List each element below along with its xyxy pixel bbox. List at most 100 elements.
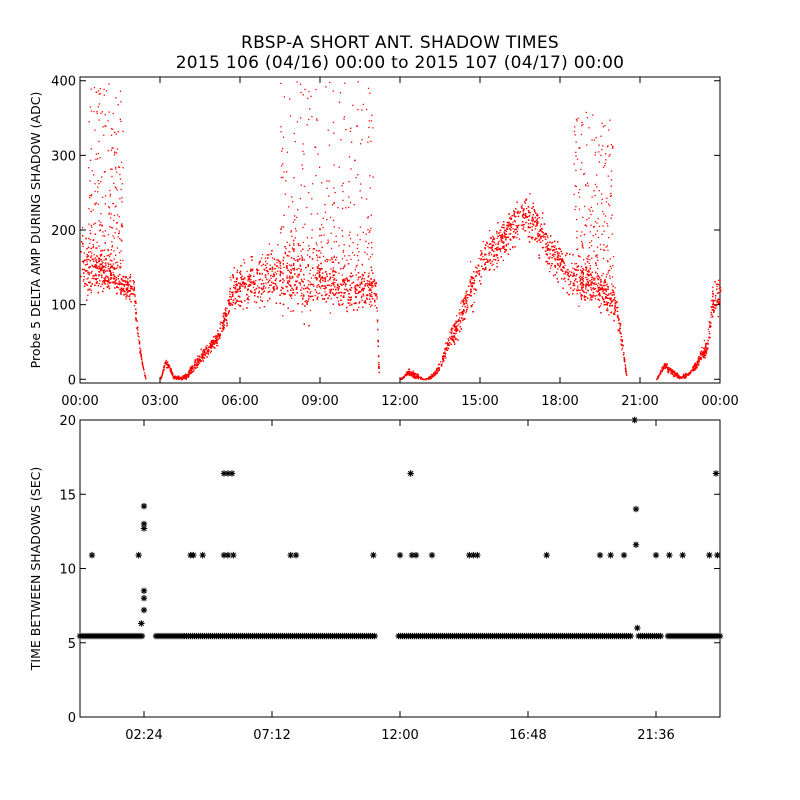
data-point (353, 302, 355, 305)
data-point (593, 283, 595, 285)
data-point (98, 274, 101, 276)
data-point (503, 245, 505, 247)
data-point (467, 306, 469, 308)
data-point (531, 238, 533, 240)
data-point (698, 364, 700, 366)
data-point (613, 312, 615, 314)
data-point (579, 292, 581, 294)
data-point (488, 243, 490, 246)
data-point (313, 285, 315, 287)
data-point (605, 303, 608, 306)
data-point (100, 250, 102, 252)
data-point (299, 244, 301, 247)
data-point (582, 277, 584, 279)
data-point (319, 269, 321, 271)
data-point (496, 231, 498, 233)
data-point (461, 305, 464, 307)
data-point (102, 281, 104, 283)
data-point (547, 242, 549, 244)
data-point (554, 274, 556, 276)
data-point (376, 321, 379, 323)
data-point (278, 267, 280, 269)
data-point (570, 274, 572, 276)
data-point (596, 290, 598, 292)
data-point (492, 235, 494, 237)
data-point (601, 289, 603, 291)
data-point (241, 285, 243, 287)
data-point (557, 248, 560, 250)
data-point (274, 271, 276, 273)
data-point (196, 366, 198, 368)
data-point (328, 289, 331, 291)
data-point (201, 358, 204, 360)
data-point (359, 282, 361, 284)
data-point (235, 292, 237, 294)
x-tick-label: 09:00 (301, 394, 338, 409)
data-point (549, 256, 551, 258)
data-point (462, 312, 464, 314)
data-point (134, 295, 136, 297)
data-point (290, 310, 292, 313)
data-point (534, 220, 537, 222)
data-point (708, 330, 710, 333)
data-point (231, 291, 233, 294)
data-point (360, 291, 362, 293)
data-point (583, 295, 585, 297)
data-point (319, 292, 321, 294)
data-point (209, 345, 211, 347)
data-point (580, 295, 582, 297)
data-point (376, 296, 378, 298)
data-point (300, 278, 303, 280)
data-point (513, 224, 515, 226)
data-point (307, 287, 309, 289)
data-point (556, 258, 558, 260)
data-point (332, 293, 335, 295)
data-point (590, 274, 593, 276)
data-point (574, 284, 576, 287)
data-point (90, 289, 92, 292)
data-point (673, 375, 676, 378)
data-point (276, 265, 279, 267)
data-point (326, 260, 328, 263)
data-point (107, 286, 109, 288)
data-point (359, 290, 361, 293)
data-point (112, 267, 115, 269)
data-point (518, 238, 521, 240)
data-point (409, 373, 411, 375)
data-point (514, 211, 516, 213)
data-point (286, 262, 288, 264)
data-point (589, 299, 591, 301)
data-point (579, 283, 581, 286)
data-point (198, 362, 200, 364)
data-point (356, 289, 358, 291)
data-point (608, 293, 610, 295)
data-point (82, 280, 85, 282)
data-point (307, 280, 309, 282)
data-point (266, 263, 268, 265)
data-point (161, 373, 163, 375)
data-point (564, 273, 567, 275)
data-point (714, 297, 717, 299)
data-point (459, 308, 461, 311)
data-point (215, 342, 217, 344)
data-point (453, 341, 455, 344)
data-point (225, 307, 227, 309)
data-point (613, 298, 616, 301)
data-point (491, 264, 493, 267)
data-point (624, 364, 626, 366)
data-point (517, 210, 519, 212)
data-point (502, 227, 504, 229)
data-point (229, 276, 231, 279)
data-point (440, 361, 442, 363)
data-point (366, 298, 369, 300)
data-point (127, 288, 129, 290)
data-point (416, 375, 418, 377)
data-point (475, 275, 477, 278)
data-point (229, 293, 231, 295)
data-point (335, 293, 337, 295)
data-point (135, 313, 137, 315)
data-point (359, 291, 361, 293)
data-point (196, 365, 198, 367)
data-point (459, 314, 461, 316)
data-point (346, 288, 348, 290)
